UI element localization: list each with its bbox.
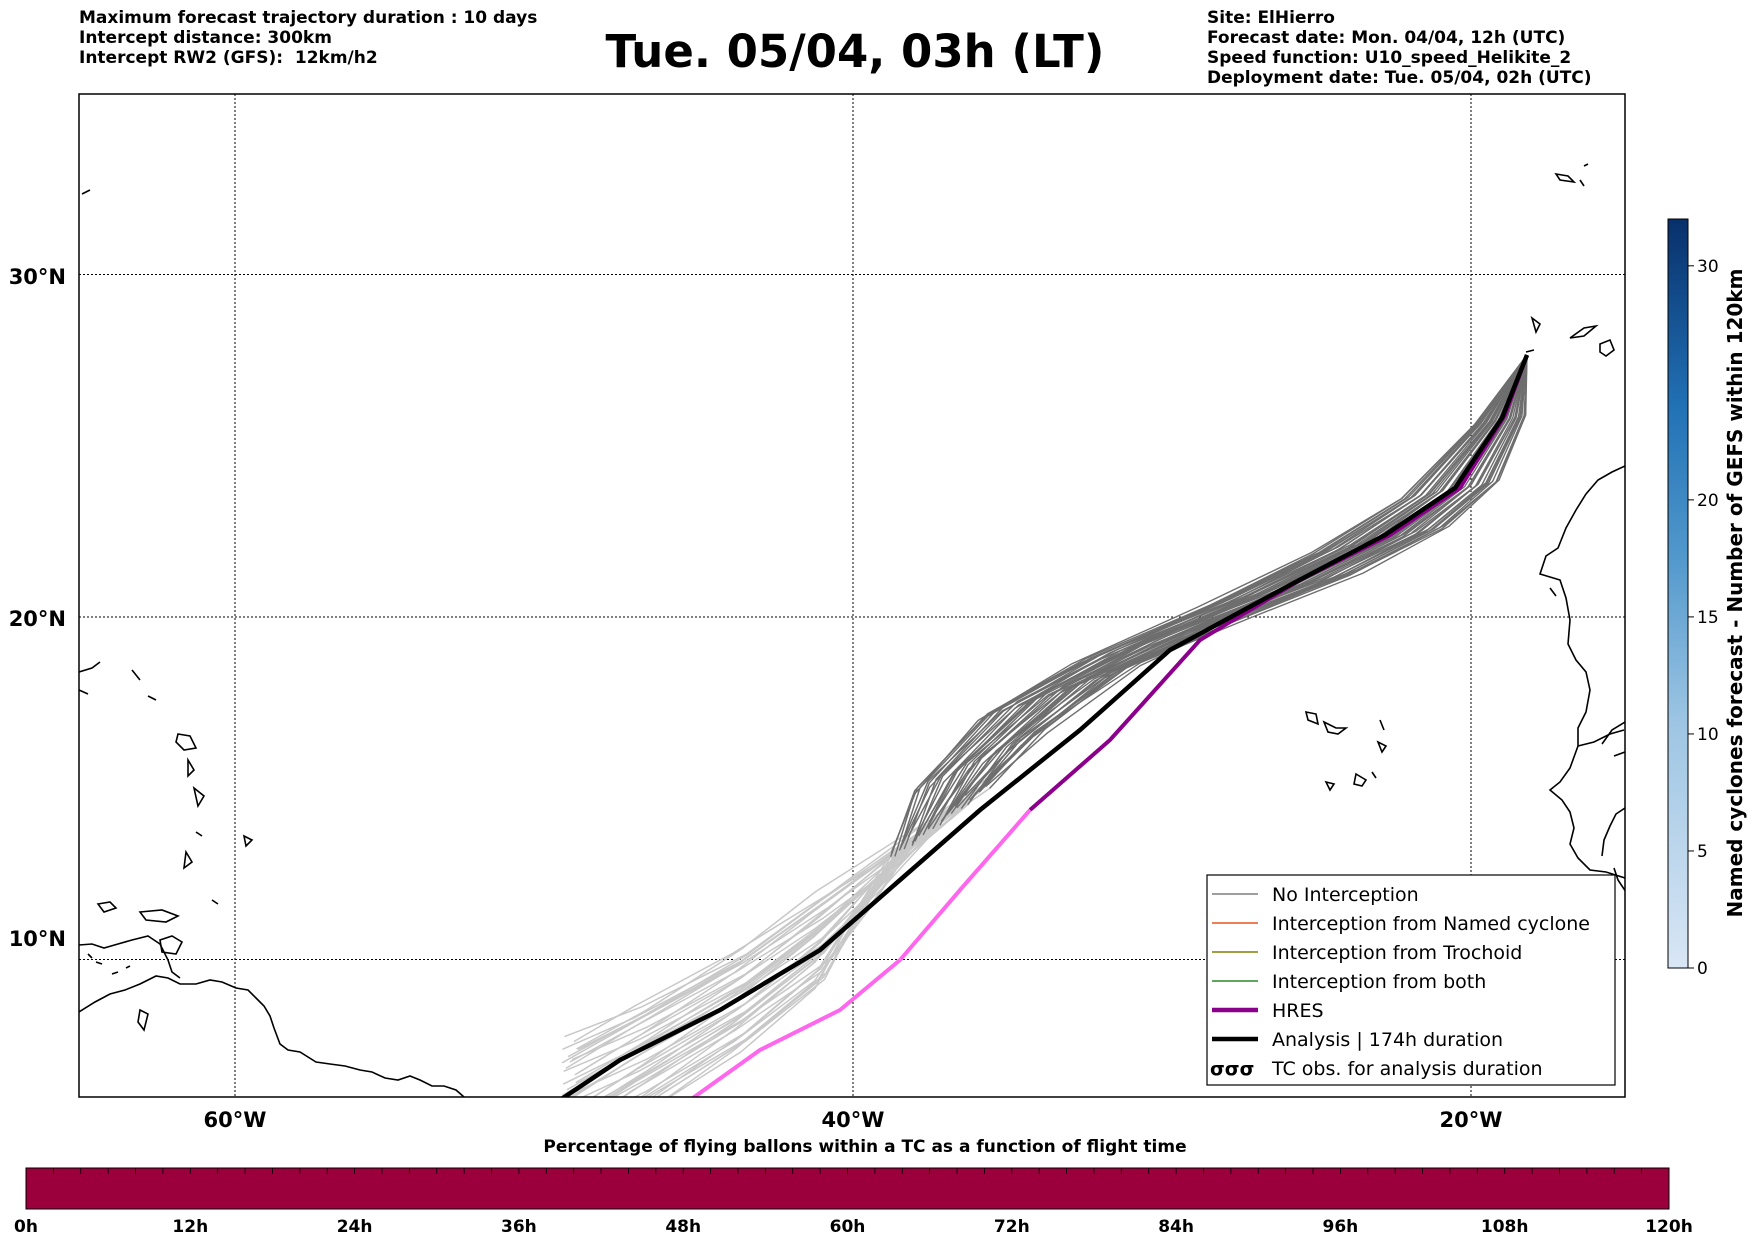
colorbar-ticks: 0 5 10 15 20 30	[1688, 257, 1719, 979]
lat-tick-label: 10°N	[9, 927, 66, 951]
trajectories	[560, 354, 1530, 1097]
coast-madeira	[1554, 163, 1589, 187]
bar-tick-label: 72h	[994, 1217, 1030, 1237]
coast-isle-2	[138, 909, 180, 923]
ensemble-trajectory	[911, 354, 1528, 846]
colorbar-title: Named cyclones forecast - Number of GEFS…	[1723, 269, 1747, 918]
lon-tick-label: 60°W	[204, 1108, 267, 1132]
speed-function: Speed function: U10_speed_Helikite_2	[1207, 48, 1572, 68]
coast-africa	[1538, 465, 1625, 892]
forecast-date: Forecast date: Mon. 04/04, 12h (UTC)	[1207, 28, 1566, 48]
map-frame	[78, 93, 1626, 1098]
bar-tick-label: 96h	[1323, 1217, 1359, 1237]
coast-trinidad	[159, 935, 184, 955]
lat-tick-label: 20°N	[9, 607, 66, 631]
coast-africa-west	[1601, 721, 1625, 857]
legend-label: HRES	[1272, 1000, 1324, 1022]
bar-tick-label: 108h	[1481, 1217, 1529, 1237]
colorbar-tick-label: 0	[1697, 959, 1708, 979]
coast-canary-islands	[1525, 315, 1615, 357]
legend-label: Interception from Trochoid	[1272, 942, 1522, 964]
forecast-parameters: Maximum forecast trajectory duration : 1…	[79, 8, 537, 68]
flight-time-bar: 0h 12h 24h 36h 48h 60h 72h 84h 96h 108h 120h	[14, 1167, 1693, 1237]
legend-label: No Interception	[1272, 884, 1419, 906]
param-intercept-rw2: Intercept RW2 (GFS): 12km/h2	[79, 48, 378, 68]
deployment-date: Deployment date: Tue. 05/04, 02h (UTC)	[1207, 68, 1592, 88]
colorbar-tick-label: 10	[1697, 725, 1719, 745]
bar-tick-label: 48h	[665, 1217, 701, 1237]
flight-time-bar-title: Percentage of flying ballons within a TC…	[543, 1137, 1186, 1157]
page-title: Tue. 05/04, 03h (LT)	[605, 25, 1105, 78]
colorbar-gradient	[1667, 218, 1689, 969]
tc-symbol-icon: σσσ	[1210, 1058, 1254, 1080]
bar-tick-label: 36h	[501, 1217, 537, 1237]
ensemble-trajectory	[914, 354, 1528, 842]
legend-box	[1206, 874, 1616, 1086]
ensemble-trajectory	[985, 354, 1528, 781]
param-intercept-distance: Intercept distance: 300km	[79, 28, 332, 48]
bar-tick-label: 120h	[1645, 1217, 1693, 1237]
coast-south-america	[79, 975, 465, 1097]
colorbar-tick-label: 15	[1697, 608, 1719, 628]
legend-label: Interception from Named cyclone	[1272, 913, 1590, 935]
coast-isle-1	[96, 901, 118, 913]
coast-isle-4	[81, 189, 91, 195]
bar-tick-label: 84h	[1158, 1217, 1194, 1237]
ensemble-trajectory	[889, 354, 1528, 858]
legend-label: Interception from both	[1272, 971, 1486, 993]
lon-tick-label: 20°W	[1440, 1108, 1503, 1132]
lat-tick-label: 30°N	[9, 265, 66, 289]
flight-time-bar-fill	[25, 1167, 1670, 1210]
ensemble-trajectory	[967, 354, 1528, 806]
legend: No Interception Interception from Named c…	[1206, 874, 1616, 1086]
bar-tick-label: 60h	[830, 1217, 866, 1237]
coastlines	[79, 163, 1625, 1097]
site-name: Site: ElHierro	[1207, 8, 1335, 28]
bar-tick-label: 24h	[337, 1217, 373, 1237]
param-max-duration: Maximum forecast trajectory duration : 1…	[79, 8, 538, 28]
coast-cape-verde	[1304, 710, 1388, 792]
coast-lesser-antilles	[79, 661, 254, 975]
colorbar-tick-label: 20	[1697, 491, 1719, 511]
coast-venezuela-north	[79, 935, 181, 979]
legend-label: Analysis | 174h duration	[1272, 1029, 1503, 1051]
site-info: Site: ElHierro Forecast date: Mon. 04/04…	[1207, 8, 1592, 88]
coast-isle-3	[137, 1008, 149, 1032]
bar-tick-label: 0h	[14, 1217, 38, 1237]
legend-label: TC obs. for analysis duration	[1271, 1058, 1543, 1080]
bar-tick-label: 12h	[172, 1217, 208, 1237]
colorbar-tick-label: 5	[1697, 842, 1708, 862]
hres-trajectory-late	[690, 808, 1032, 1097]
analysis-trajectory	[560, 354, 1530, 1097]
cyclone-colorbar: 0 5 10 15 20 30 Named cyclones forecast - Num…	[1667, 218, 1747, 979]
colorbar-tick-label: 30	[1697, 257, 1719, 277]
flight-time-bar-ticks: 0h 12h 24h 36h 48h 60h 72h 84h 96h 108h 120h	[14, 1168, 1693, 1237]
lon-tick-label: 40°W	[822, 1108, 885, 1132]
